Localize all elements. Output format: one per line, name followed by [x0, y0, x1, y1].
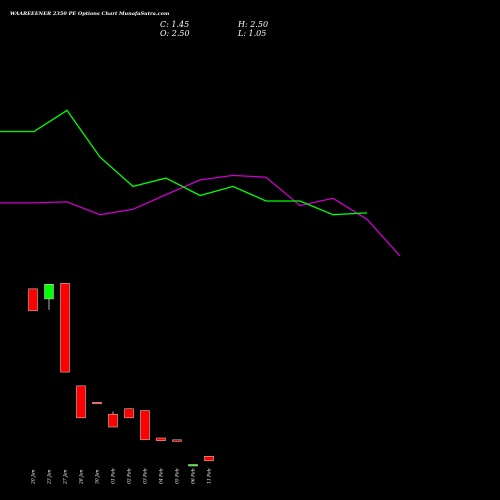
- candle: [172, 439, 182, 442]
- candle: [76, 385, 86, 419]
- candle: [60, 283, 70, 373]
- candle: [92, 402, 102, 405]
- high-value: H: 2.50: [237, 20, 268, 29]
- candle: [188, 464, 198, 467]
- x-tick-label: 23 Jan: [47, 469, 53, 485]
- open-value: O: 2.50: [160, 29, 190, 38]
- candle-body: [124, 408, 134, 419]
- ma-line-magenta: [0, 174, 401, 257]
- x-tick-label: 27 Jan: [63, 469, 69, 485]
- x-tick-label: 02 Feb: [127, 468, 133, 484]
- close-value: C: 1.45: [160, 20, 189, 29]
- candle-body: [76, 385, 86, 419]
- candle: [124, 408, 134, 419]
- x-tick-label: 05 Feb: [175, 468, 181, 484]
- candles: [28, 283, 214, 467]
- moving-average-lines: [0, 109, 401, 257]
- candle: [108, 411, 118, 428]
- candle: [28, 288, 38, 312]
- candle: [204, 456, 214, 462]
- candle-body: [28, 288, 38, 312]
- candle-body: [108, 413, 118, 428]
- candle: [44, 284, 54, 310]
- candle-body: [204, 456, 214, 462]
- x-tick-label: 28 Jan: [79, 469, 85, 485]
- candle-body: [44, 284, 54, 300]
- x-tick-label: 03 Feb: [143, 468, 149, 484]
- x-tick-label: 11 Feb: [207, 468, 213, 484]
- candle-body: [188, 464, 198, 467]
- ma-line-green: [0, 109, 368, 216]
- candle-body: [92, 402, 102, 405]
- x-tick-label: 04 Feb: [159, 468, 165, 484]
- candle-body: [156, 437, 166, 441]
- chart-title: WAAREEENER 2350 PE Options Chart MunafaS…: [10, 11, 169, 17]
- candle: [156, 437, 166, 441]
- x-tick-label: 20 Jan: [31, 469, 37, 485]
- x-axis-tick-labels: 20 Jan 23 Jan 27 Jan 28 Jan 30 Jan 01 Feb 02 F…: [31, 468, 213, 485]
- x-tick-label: 06 Feb: [191, 468, 197, 484]
- candle-body: [140, 410, 150, 441]
- candle-body: [172, 439, 182, 442]
- candle: [140, 410, 150, 441]
- x-tick-label: 30 Jan: [95, 469, 101, 484]
- low-value: L: 1.05: [237, 29, 266, 38]
- candle-body: [60, 283, 70, 373]
- x-tick-label: 01 Feb: [111, 468, 117, 484]
